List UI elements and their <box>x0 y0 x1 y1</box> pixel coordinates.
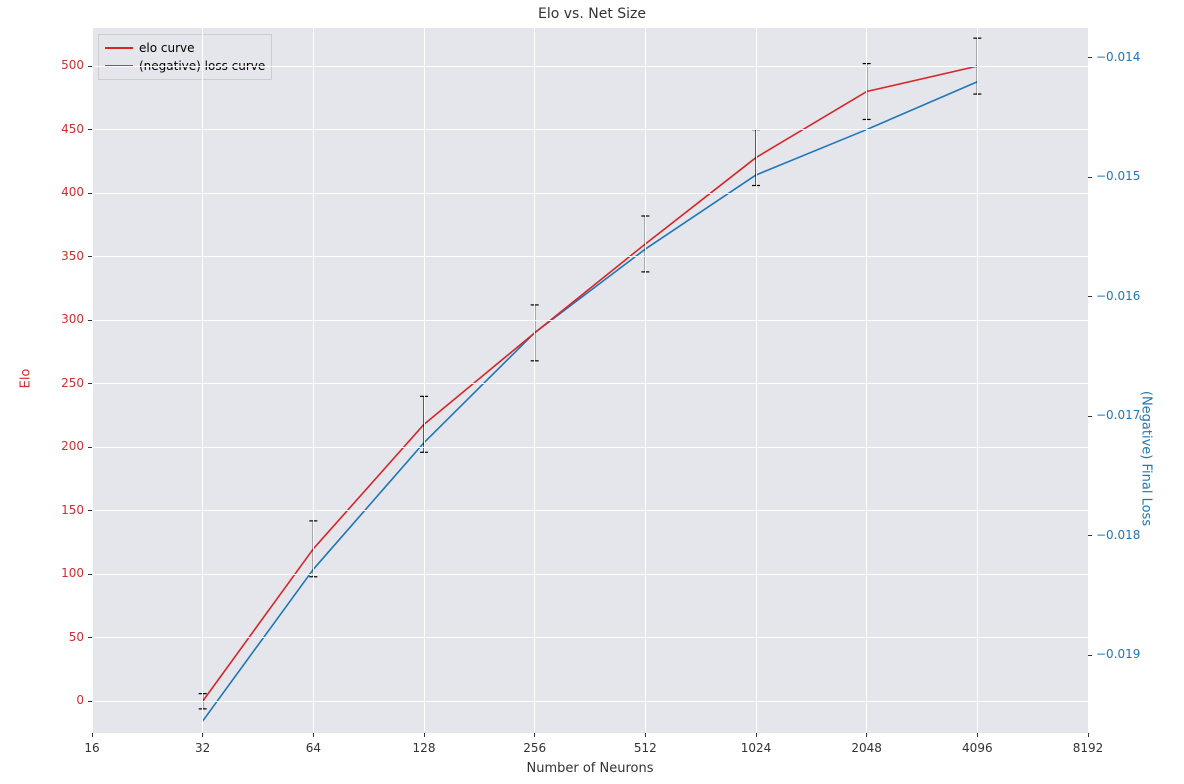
x-grid-line <box>1088 28 1089 733</box>
x-grid-line <box>534 28 535 733</box>
x-tick <box>313 733 314 737</box>
y1-tick-label: 400 <box>42 185 84 199</box>
y1-tick-label: 0 <box>42 693 84 707</box>
y2-tick-label: −0.018 <box>1096 528 1156 542</box>
legend: elo curve (negative) loss curve <box>98 34 272 80</box>
y1-grid-line <box>92 637 1088 638</box>
x-tick-label: 4096 <box>947 741 1007 755</box>
y2-tick <box>1088 416 1092 417</box>
y2-tick-label: −0.015 <box>1096 169 1156 183</box>
x-grid-line <box>977 28 978 733</box>
loss-line <box>203 82 978 721</box>
x-tick <box>977 733 978 737</box>
x-tick-label: 128 <box>394 741 454 755</box>
y1-grid-line <box>92 574 1088 575</box>
y1-tick <box>88 574 92 575</box>
y1-grid-line <box>92 256 1088 257</box>
x-grid-line <box>866 28 867 733</box>
x-tick <box>534 733 535 737</box>
y1-grid-line <box>92 383 1088 384</box>
x-tick-label: 512 <box>615 741 675 755</box>
y2-tick <box>1088 177 1092 178</box>
y2-axis-label: (Negative) Final Loss <box>1139 378 1154 538</box>
x-axis-label: Number of Neurons <box>92 761 1088 776</box>
y1-grid-line <box>92 193 1088 194</box>
y1-grid-line <box>92 510 1088 511</box>
x-tick <box>92 733 93 737</box>
y1-grid-line <box>92 701 1088 702</box>
y1-tick <box>88 193 92 194</box>
x-tick-label: 8192 <box>1058 741 1118 755</box>
y1-tick <box>88 129 92 130</box>
x-tick <box>645 733 646 737</box>
y1-tick <box>88 320 92 321</box>
x-grid-line <box>202 28 203 733</box>
y1-tick <box>88 447 92 448</box>
x-grid-line <box>756 28 757 733</box>
svg-layer <box>0 0 1184 784</box>
legend-row-elo: elo curve <box>105 39 265 57</box>
x-grid-line <box>92 28 93 733</box>
x-tick-label: 256 <box>505 741 565 755</box>
x-tick-label: 16 <box>62 741 122 755</box>
y1-tick-label: 50 <box>42 630 84 644</box>
x-tick-label: 1024 <box>726 741 786 755</box>
y1-tick-label: 250 <box>42 376 84 390</box>
chart-container: Elo vs. Net Size elo curve (negative) lo… <box>0 0 1184 784</box>
y2-tick <box>1088 535 1092 536</box>
x-tick-label: 32 <box>173 741 233 755</box>
y1-tick-label: 200 <box>42 439 84 453</box>
y1-tick-label: 450 <box>42 122 84 136</box>
y1-tick <box>88 66 92 67</box>
legend-label-elo: elo curve <box>139 41 195 55</box>
x-tick-label: 64 <box>283 741 343 755</box>
y1-tick <box>88 701 92 702</box>
y2-tick <box>1088 57 1092 58</box>
y2-tick <box>1088 655 1092 656</box>
y1-grid-line <box>92 320 1088 321</box>
y2-tick <box>1088 296 1092 297</box>
y1-tick-label: 100 <box>42 566 84 580</box>
y1-grid-line <box>92 129 1088 130</box>
x-grid-line <box>424 28 425 733</box>
y1-grid-line <box>92 66 1088 67</box>
x-grid-line <box>645 28 646 733</box>
y1-tick <box>88 510 92 511</box>
x-tick <box>202 733 203 737</box>
y1-tick <box>88 637 92 638</box>
y1-tick-label: 150 <box>42 503 84 517</box>
y2-tick-label: −0.014 <box>1096 50 1156 64</box>
legend-swatch-elo <box>105 47 133 49</box>
x-tick <box>424 733 425 737</box>
x-grid-line <box>313 28 314 733</box>
y2-tick-label: −0.016 <box>1096 289 1156 303</box>
x-tick <box>756 733 757 737</box>
y1-tick-label: 500 <box>42 58 84 72</box>
y2-tick-label: −0.019 <box>1096 647 1156 661</box>
x-tick <box>1088 733 1089 737</box>
y1-tick <box>88 256 92 257</box>
x-tick <box>866 733 867 737</box>
y1-tick-label: 300 <box>42 312 84 326</box>
y1-axis-label: Elo <box>19 358 34 398</box>
y1-tick-label: 350 <box>42 249 84 263</box>
y1-grid-line <box>92 447 1088 448</box>
y2-tick-label: −0.017 <box>1096 408 1156 422</box>
x-tick-label: 2048 <box>837 741 897 755</box>
y1-tick <box>88 383 92 384</box>
